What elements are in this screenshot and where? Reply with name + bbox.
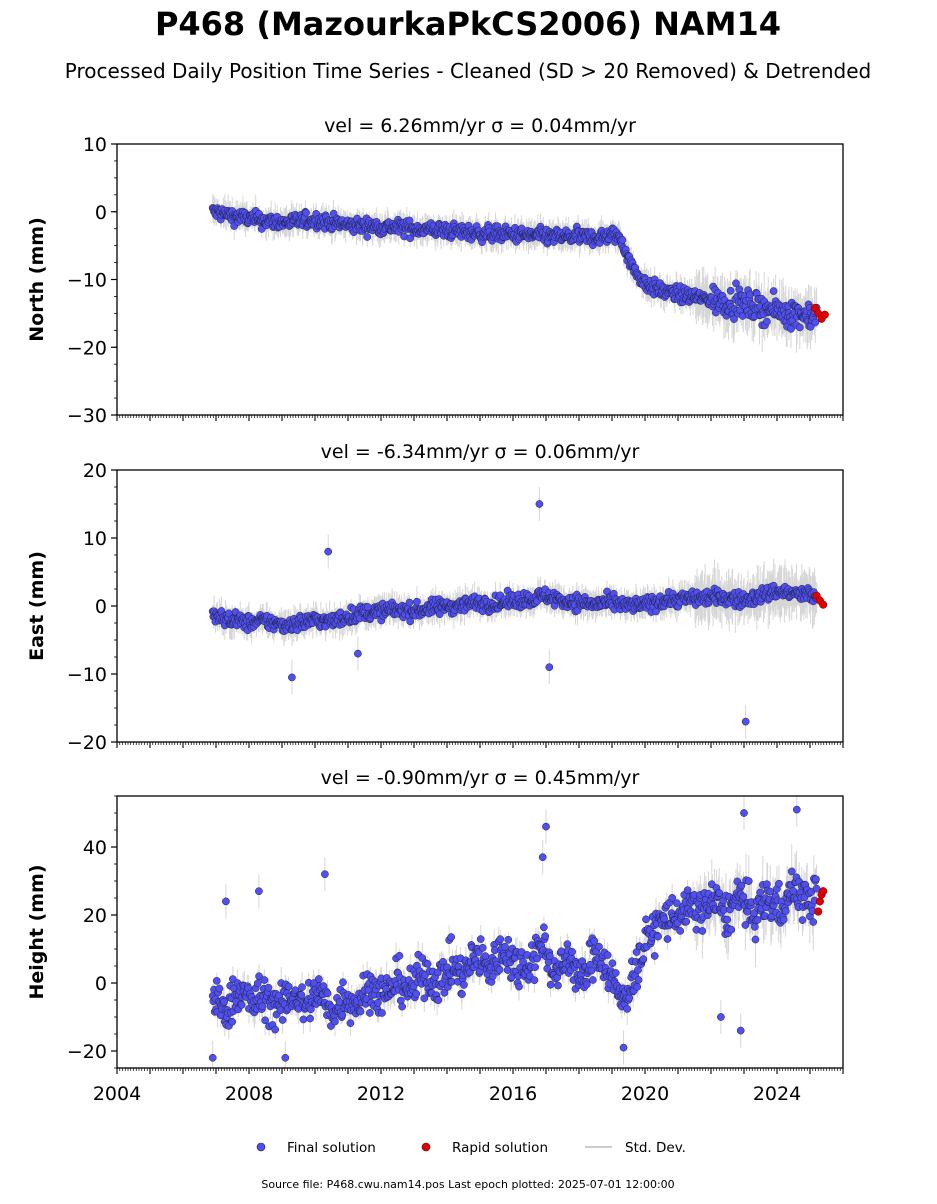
final-point [364,233,371,240]
y-axis-label: North (mm) [26,217,48,342]
outlier-point [325,548,332,555]
y-axis-label: Height (mm) [26,864,48,999]
plot-frame [117,144,843,415]
y-tick-label: 0 [95,596,107,618]
y-tick-label: −20 [67,337,107,359]
outlier-point [288,674,295,681]
y-tick-label: −10 [67,664,107,686]
final-point [770,287,777,294]
final-point [406,599,413,606]
y-tick-label: −20 [67,732,107,754]
panels: vel = 6.26mm/yr σ = 0.04mm/yr North (mm) 1… [26,115,843,1105]
y-tick-label: 10 [83,134,107,156]
std-dev-bars [213,487,817,739]
panel-height: vel = -0.90mm/yr σ = 0.45mm/yr Height (mm… [26,767,843,1105]
y-tick-label: 20 [83,460,107,482]
y-tick-label: −30 [67,405,107,427]
outlier-point [536,500,543,507]
data-layer [209,487,827,739]
final-point [763,318,770,325]
final-point [302,209,309,216]
rapid-point [819,601,827,609]
final-point [796,324,803,331]
panel-title: vel = -0.90mm/yr σ = 0.45mm/yr [321,767,640,789]
data-layer [209,194,829,352]
data-layer [209,793,827,1075]
outlier-point [546,664,553,671]
outlier-point [354,650,361,657]
panel-east: vel = -6.34mm/yr σ = 0.06mm/yr East (mm) 2… [26,441,843,754]
y-tick-label: −10 [67,270,107,292]
y-tick-label: 0 [95,202,107,224]
final-point [413,598,420,605]
final-point [407,618,414,625]
panel-title: vel = 6.26mm/yr σ = 0.04mm/yr [324,115,636,137]
outlier-point [742,718,749,725]
figure-title: P468 (MazourkaPkCS2006) NAM14 [155,5,781,43]
panel-title: vel = -6.34mm/yr σ = 0.06mm/yr [321,441,640,463]
figure-subtitle: Processed Daily Position Time Series - C… [65,59,871,83]
panel-north: vel = 6.26mm/yr σ = 0.04mm/yr North (mm) 1… [26,115,843,427]
final-point [727,287,734,294]
rapid-point [821,311,829,319]
final-point [619,236,626,243]
y-tick-label: 10 [83,528,107,550]
y-axis-label: East (mm) [26,551,48,661]
